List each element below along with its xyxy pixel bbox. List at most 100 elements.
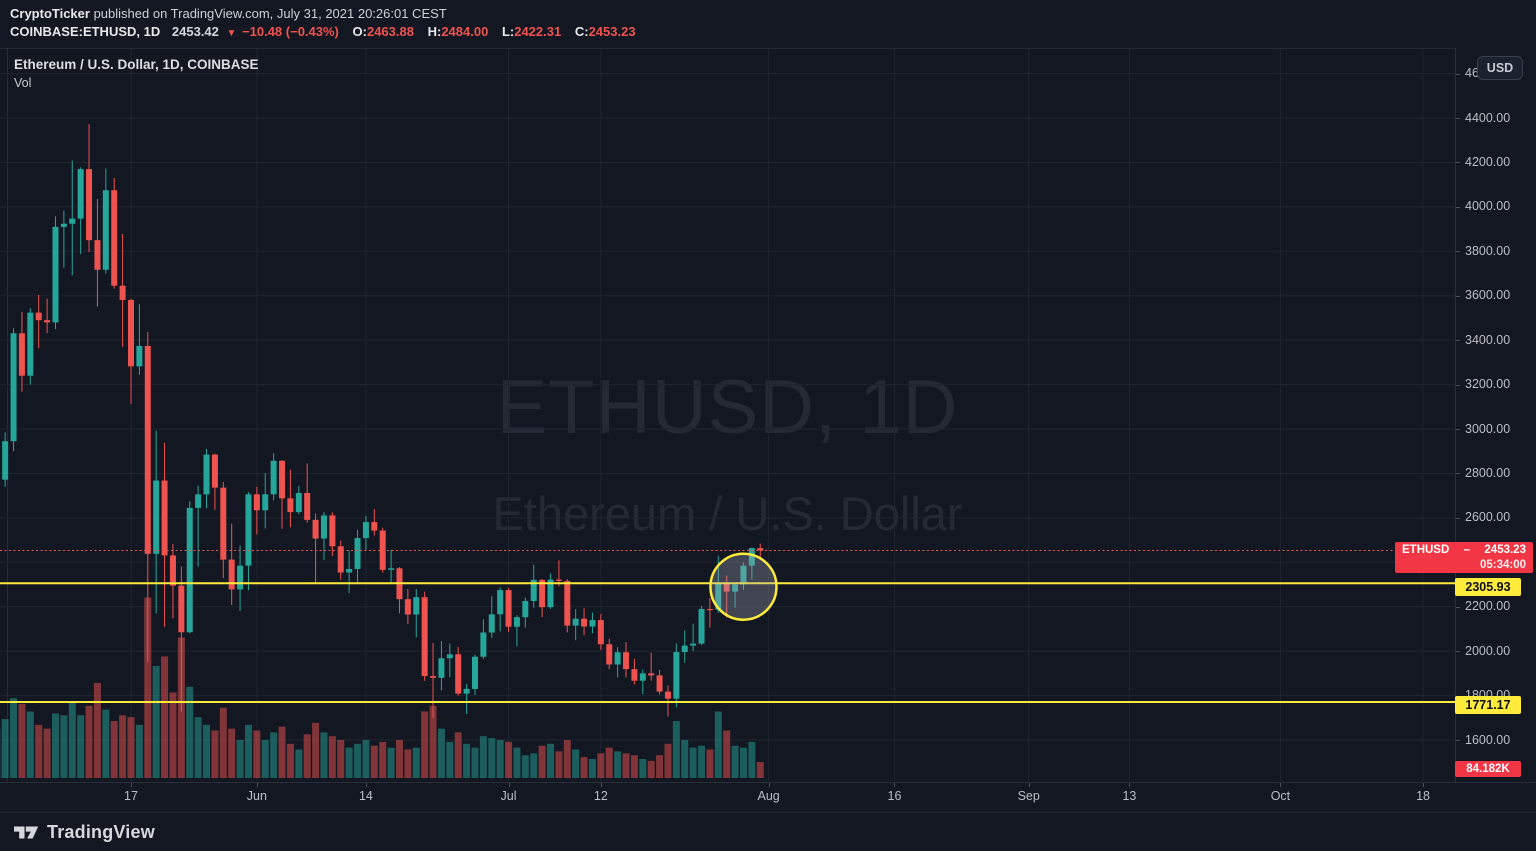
price-axis-tick [1456,73,1460,75]
price-tick-label: 3800.00 [1465,243,1511,258]
chart-legend: Ethereum / U.S. Dollar, 1D, COINBASE Vol [14,57,259,90]
volume-bar [1,719,9,778]
candle-body [102,190,109,270]
volume-bar [563,740,571,778]
time-tick-label: 17 [124,789,138,803]
legend-series-title[interactable]: Ethereum / U.S. Dollar, 1D, COINBASE [14,57,259,72]
volume-bar [421,711,429,778]
candle-body [581,618,588,627]
volume-bar [496,740,504,778]
volume-bar [320,732,328,778]
volume-bar [345,747,353,778]
currency-toggle-button[interactable]: USD [1477,56,1523,80]
volume-bar [228,728,236,778]
byline-author: CryptoTicker [10,6,90,21]
time-axis-tick [508,783,510,787]
volume-bar [102,709,110,778]
low-label: L: [501,24,515,39]
tradingview-brand[interactable]: TradingView [47,821,155,842]
candle-body [27,312,34,376]
open-value: 2463.88 [366,24,414,39]
volume-bar [479,736,487,778]
price-tick-label: 4400.00 [1465,110,1511,125]
volume-bar [555,751,563,778]
candle-body [505,590,512,627]
badge-dash: – [1463,544,1471,556]
candle-body [480,632,487,657]
symbol-name[interactable]: COINBASE:ETHUSD, 1D [10,24,161,39]
volume-bar [161,656,169,778]
legend-volume-label[interactable]: Vol [14,76,32,90]
price-tick-label: 3200.00 [1465,377,1511,392]
price-axis-tick [1456,340,1460,342]
price-axis-tick [1456,118,1460,119]
candle-body [52,226,59,323]
price-axis-tick [1456,295,1460,297]
candle-body [295,492,302,513]
candle-body [2,441,9,480]
candle-body [18,333,25,376]
candle-body [329,515,336,547]
price-axis[interactable]: 4600.004400.004200.004000.003800.003600.… [1455,48,1536,782]
volume-bar [236,740,244,778]
volume-bar [580,757,588,778]
badge-price: 2453.23 [1484,544,1526,556]
time-axis-tick [1423,783,1425,787]
close-label: C: [574,24,589,39]
time-tick-label: Sep [1017,789,1040,803]
volume-bar [337,740,345,778]
volume-bar [261,740,269,778]
candle-body [639,673,646,681]
volume-bar [152,665,160,778]
candle-body [740,565,747,585]
candle-body [723,582,730,592]
volume-bar [43,728,51,778]
volume-bar [127,717,135,778]
volume-bar [530,753,538,778]
close-value: 2453.23 [588,24,636,39]
candle-body [262,494,269,511]
volume-bar [656,755,664,778]
volume-bar [404,749,412,778]
volume-bar [639,759,647,778]
low-value: 2422.31 [514,24,562,39]
time-tick-label: 14 [358,789,373,803]
volume-bar [681,740,689,778]
candle-body [664,691,671,699]
volume-bar [672,721,680,778]
candle-body [10,333,17,442]
candle-body [362,522,369,539]
candle-body [237,565,244,590]
candle-body [623,652,630,670]
tradingview-logo-icon[interactable] [14,823,39,842]
time-axis[interactable]: 17 Jun 14 Jul 12 Aug 16 Sep 13 Oct 18 [0,782,1536,812]
volume-bar [144,597,152,778]
candle-body [128,299,134,367]
volume-bar [93,683,101,778]
volume-bar [51,713,59,778]
candle-body [195,494,202,508]
volume-bar [244,724,252,778]
candle-body [77,169,84,219]
volume-bar [253,730,261,778]
candle-body [111,190,118,286]
volume-bar [135,724,143,778]
volume-value-badge: 84.182K [1455,761,1521,777]
candle-body [597,620,604,645]
price-tick-label: 2600.00 [1465,510,1511,525]
price-change: −10.48 (−0.43%) [242,24,339,39]
volume-bar [748,741,756,778]
highlight-circle[interactable] [709,552,778,621]
price-tick-label: 4200.00 [1465,154,1511,169]
open-label: O: [352,24,367,39]
volume-bar [605,747,613,778]
price-tick-label: 3400.00 [1465,332,1511,347]
candle-body [388,568,395,570]
volume-bar [194,717,202,778]
volume-bar [664,743,672,778]
volume-bar [119,715,127,778]
volume-bar [354,743,362,778]
badge-symbol: ETHUSD [1402,544,1450,556]
